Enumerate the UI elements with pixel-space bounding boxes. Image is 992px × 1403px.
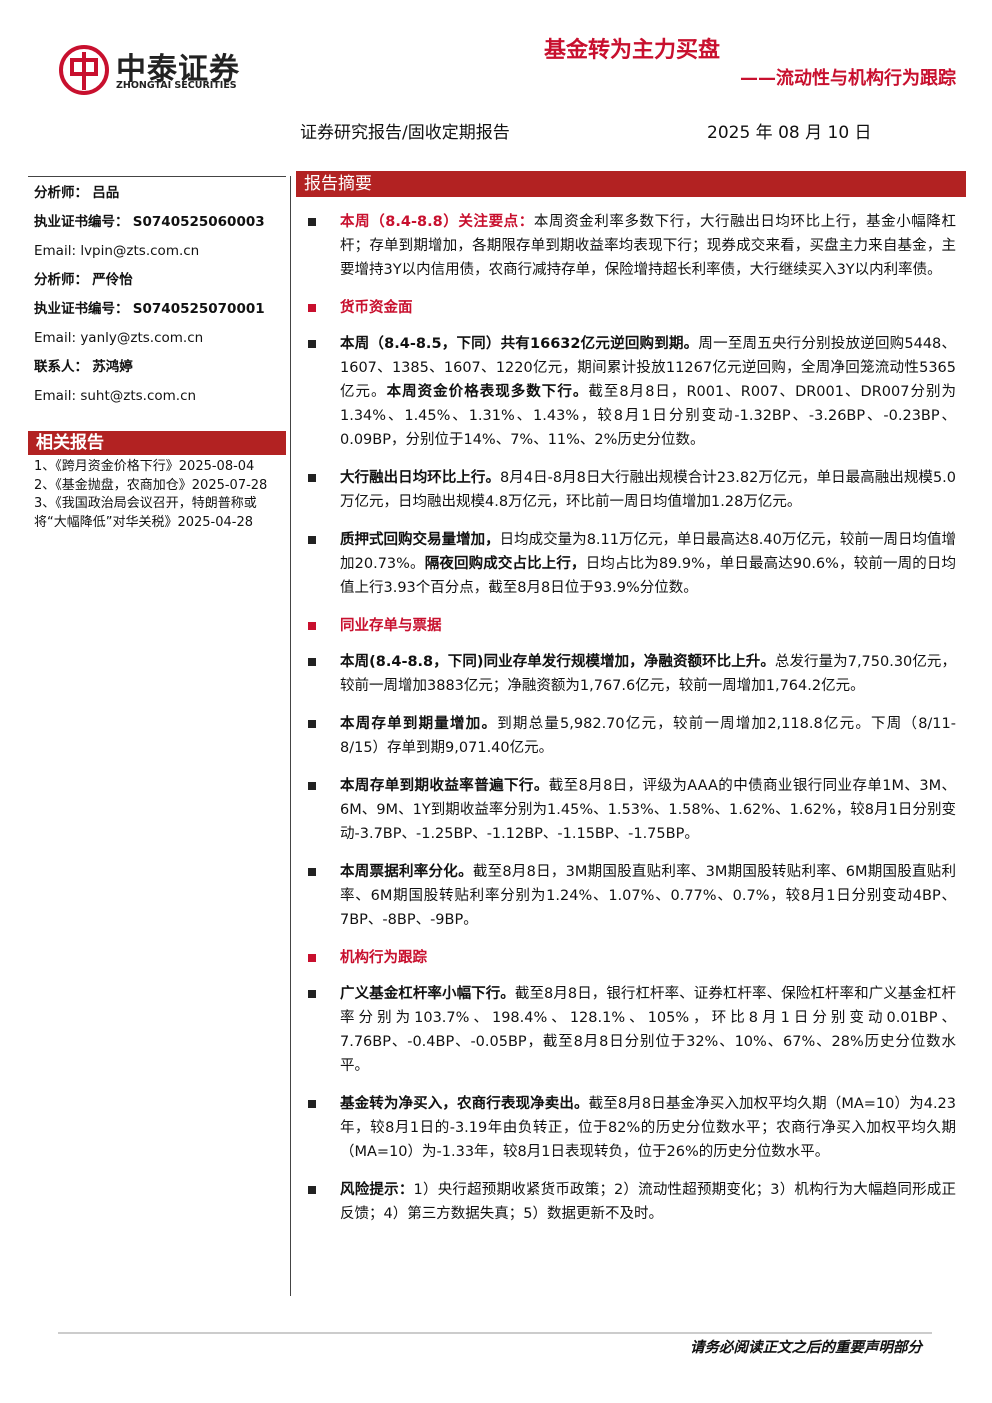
text: 总发行量为7,750.30亿元，较前一周增加3883亿元；净融资额为1,767.… [340,654,956,694]
analysts: 分析师： 吕品 执业证书编号： S0740525060003 Email: lvpi… [34,182,286,414]
analyst-row: 分析师： 严伶怡 [34,269,286,298]
text: 截至8月8日，3M期国股直贴利率、3M期国股转贴利率、6M期国股直贴利率、6M期… [340,864,957,928]
bold-text: 本周存单到期量增加。 [340,716,498,732]
summary-title: 报告摘要 [296,171,966,197]
text: 本周资金利率多数下行，大行融出日均环比上行，基金小幅降杠杆；存单到期增加，各期限… [340,214,957,278]
related-item: 3、《我国政治局会议召开，特朗普称或将“大幅降低”对华关税》2025-04-28 [34,496,257,530]
footer: 请务必阅读正文之后的重要声明部分 [690,1340,922,1356]
analyst-row: Email: yanly@zts.com.cn [34,327,286,356]
bold-text: 大行融出日均环比上行。 [340,470,500,486]
analyst-row: 联系人： 苏鸿婷 [34,356,286,385]
value: 严伶怡 [92,272,133,288]
paragraph: 质押式回购交易量增加，日均成交量为8.11万亿元，单日最高达8.40万亿元，较前… [306,528,956,600]
bold-text: 广义基金杠杆率小幅下行。 [340,986,515,1002]
subtitle: ——流动性与机构行为跟踪 [740,68,956,89]
label: Email: [34,330,77,346]
logo-icon [59,45,109,95]
value: S0740525070001 [132,301,265,317]
label: Email: [34,243,77,259]
divider [28,176,286,177]
bold-text: 风险提示： [340,1182,414,1198]
paragraph: 本周存单到期收益率普遍下行。截至8月8日，评级为AAA的中债商业银行同业存单1M… [306,774,956,846]
bold-text: 本周票据利率分化。 [340,864,473,880]
bold-text: 本周（8.4-8.8）关注要点： [340,214,534,230]
related-item: 1、《跨月资金价格下行》2025-08-04 [34,459,255,474]
text: 截至8月8日基金净买入加权平均久期（MA=10）为4.23年，较8月1日的-3.… [340,1096,957,1160]
title: 基金转为主力买盘 [543,38,720,63]
logo-subtext: ZHONGTAI SECURITIES [116,80,237,91]
related-list: 1、《跨月资金价格下行》2025-08-04 2、《基金抛盘，农商加仓》2025-… [34,458,282,532]
text: 日均成交量为8.11万亿元，单日最高达8.40万亿元，较前一周日均值增加20.7… [340,532,956,572]
bold-text: 质押式回购交易量增加， [340,532,500,548]
bold-text: 本周资金价格表现多数下行。 [386,384,589,400]
label: 执业证书编号： [34,214,129,230]
value: suht@zts.com.cn [80,388,197,404]
paragraph: 本周存单到期量增加。到期总量5,982.70亿元，较前一周增加2,118.8亿元… [306,712,956,760]
paragraph: 大行融出日均环比上行。8月4日-8月8日大行融出规模合计23.82万亿元，单日最… [306,466,956,514]
summary: 本周（8.4-8.8）关注要点：本周资金利率多数下行，大行融出日均环比上行，基金… [306,210,956,1240]
paragraph: 本周（8.4-8.5，下同）共有16632亿元逆回购到期。周一至周五央行分别投放… [306,332,956,452]
paragraph: 广义基金杠杆率小幅下行。截至8月8日，银行杠杆率、证券杠杆率、保险杠杆率和广义基… [306,982,956,1078]
analyst-row: 执业证书编号： S0740525060003 [34,211,286,240]
divider [290,176,291,1296]
text: 截至8月8日，评级为AAA的中债商业银行同业存单1M、3M、6M、9M、1Y到期… [340,778,956,842]
label: 联系人： [34,359,88,375]
paragraph: 本周票据利率分化。截至8月8日，3M期国股直贴利率、3M期国股转贴利率、6M期国… [306,860,956,932]
related-title: 相关报告 [28,431,286,455]
section-heading: 货币资金面 [306,296,956,320]
bold-text: 本周存单到期收益率普遍下行。 [340,778,549,794]
bold-text: 本周(8.4-8.8，下同)同业存单发行规模增加，净融资额环比上升。 [340,654,775,670]
section-heading: 同业存单与票据 [306,614,956,638]
related-item: 2、《基金抛盘，农商加仓》2025-07-28 [34,477,268,493]
value: 吕品 [92,185,120,201]
text: 日均占比为89.9%，单日最高达90.6%，较前一周的日均值上行3.93个百分点… [340,556,957,596]
label: Email: [34,388,77,404]
text: 1）央行超预期收紧货币政策；2）流动性超预期变化；3）机构行为大幅趋同形成正反馈… [340,1182,956,1222]
analyst-row: Email: lvpin@zts.com.cn [34,240,286,269]
value: yanly@zts.com.cn [80,330,204,346]
text: 截至8月8日，R001、R007、DR001、DR007分别为1.34%、1.4… [340,384,957,448]
bold-text: 基金转为净买入，农商行表现净卖出。 [340,1096,589,1112]
paragraph: 本周(8.4-8.8，下同)同业存单发行规模增加，净融资额环比上升。总发行量为7… [306,650,956,698]
value: lvpin@zts.com.cn [80,243,200,259]
value: S0740525060003 [132,214,265,230]
value: 苏鸿婷 [92,359,133,375]
bold-text: 本周（8.4-8.5，下同）共有16632亿元逆回购到期。 [340,336,699,352]
text: 8月4日-8月8日大行融出规模合计23.82万亿元，单日最高融出规模5.0万亿元… [340,470,957,510]
analyst-row: 执业证书编号： S0740525070001 [34,298,286,327]
label: 执业证书编号： [34,301,129,317]
paragraph: 本周（8.4-8.8）关注要点：本周资金利率多数下行，大行融出日均环比上行，基金… [306,210,956,282]
analyst-row: 分析师： 吕品 [34,182,286,211]
text: 周一至周五央行分别投放逆回购5448、1607、1385、1607、1220亿元… [340,336,956,400]
analyst-row: Email: suht@zts.com.cn [34,385,286,414]
paragraph: 基金转为净买入，农商行表现净卖出。截至8月8日基金净买入加权平均久期（MA=10… [306,1092,956,1164]
bold-text: 隔夜回购成交占比上行， [424,556,586,572]
paragraph: 风险提示：1）央行超预期收紧货币政策；2）流动性超预期变化；3）机构行为大幅趋同… [306,1178,956,1226]
logo-text: 中泰证券 [116,52,240,87]
footer-line [58,1332,932,1334]
label: 分析师： [34,272,88,288]
report-type: 证券研究报告/固收定期报告 [300,123,510,143]
label: 分析师： [34,185,88,201]
date: 2025 年 08 月 10 日 [707,123,872,143]
section-heading: 机构行为跟踪 [306,946,956,970]
text: 到期总量5,982.70亿元，较前一周增加2,118.8亿元。下周（8/11-8… [340,716,956,756]
text: 截至8月8日，银行杠杆率、证券杠杆率、保险杠杆率和广义基金杠杆率分别为103.7… [340,986,956,1074]
